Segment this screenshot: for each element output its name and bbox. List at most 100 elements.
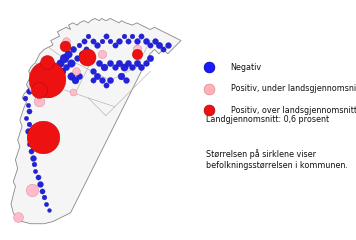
Point [147,56,153,60]
Point [99,78,104,82]
Point [52,65,58,69]
Point [108,39,113,42]
Text: Negativ: Negativ [231,63,262,72]
Point [112,65,117,69]
Text: Størrelsen på sirklene viser
befolkningsstørrelsen i kommunen.: Størrelsen på sirklene viser befolknings… [206,149,347,170]
Point [39,189,45,192]
Point [108,61,113,65]
Point [44,60,50,63]
Point [90,78,95,82]
Point [68,74,73,78]
Point [36,88,41,92]
Point [72,78,78,82]
Point [116,39,122,42]
Point [94,74,100,78]
Point [84,55,90,59]
Text: Landgjennomsnitt: 0,6 prosent: Landgjennomsnitt: 0,6 prosent [206,115,329,124]
Point [123,78,129,82]
Point [62,44,68,48]
Point [33,84,39,88]
Point [134,52,140,56]
Point [61,56,67,60]
Point [23,116,29,120]
Point [48,70,54,73]
Point [29,188,35,192]
Point [94,43,100,47]
Point [37,182,43,186]
Point [39,78,45,82]
Point [108,78,113,82]
Point [83,48,89,51]
Point [25,103,30,107]
Point [138,34,144,38]
Point [46,92,51,96]
Point [112,43,117,47]
Point [99,39,104,42]
Point [70,48,76,51]
Point [50,87,56,91]
Point [143,61,148,65]
Point [152,39,157,42]
Point [41,195,47,199]
Point [54,78,60,82]
Point [143,39,148,42]
Point [73,70,79,73]
Point [130,65,135,69]
Point [70,90,76,94]
Point [88,52,93,56]
Point [43,202,49,206]
Point [90,39,95,42]
Point [26,142,32,146]
Point [28,149,34,153]
Point [27,136,33,140]
Point [119,74,124,78]
Point [74,56,80,60]
Point [81,39,87,42]
Text: Positiv, over landsgjennomsnitt: Positiv, over landsgjennomsnitt [231,106,356,115]
Point [85,34,91,38]
Point [35,175,40,179]
Point [147,43,153,47]
Point [134,48,140,51]
Point [134,39,140,42]
Point [63,39,69,42]
Point [206,87,211,91]
Polygon shape [11,18,181,224]
Text: Positiv, under landsgjennomsnitt: Positiv, under landsgjennomsnitt [231,84,356,93]
Point [125,61,131,65]
Point [101,65,106,69]
Point [36,99,41,103]
Point [206,65,211,69]
Point [40,135,46,138]
Point [99,52,104,56]
Point [31,162,37,166]
Point [35,83,40,87]
Point [121,34,126,38]
Point [165,43,171,47]
Point [15,215,21,219]
Point [57,61,62,65]
Point [79,52,84,56]
Point [116,61,122,65]
Point [77,43,82,47]
Point [26,89,32,93]
Point [44,77,50,81]
Point [26,122,32,126]
Point [77,74,82,78]
Point [121,65,126,69]
Point [103,83,109,87]
Point [90,70,95,73]
Point [103,34,109,38]
Point [206,108,211,112]
Point [46,209,51,212]
Point [125,39,131,42]
Point [66,52,71,56]
Point [130,34,135,38]
Point [161,48,166,51]
Point [32,169,38,173]
Point [26,109,32,113]
Point [30,156,36,159]
Point [156,43,162,47]
Point [96,61,102,65]
Point [138,65,144,69]
